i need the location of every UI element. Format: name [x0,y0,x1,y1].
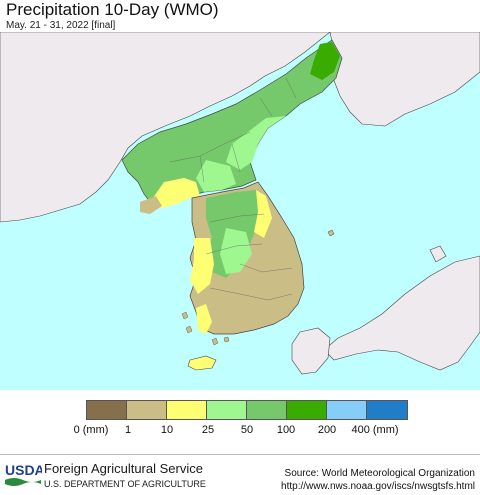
department-name: U.S. DEPARTMENT OF AGRICULTURE [44,479,206,489]
legend-label: 50 [240,424,254,436]
south-korea-southwest-yellow [196,304,212,334]
china-landmass [0,32,331,223]
legend-label: 0 (mm) [73,424,109,436]
legend-color-bar [86,400,408,420]
legend-swatch [327,401,367,419]
legend-swatch [87,401,127,419]
source-credit: Source: World Meteorological Organizatio… [284,468,475,479]
legend-label: 1 [124,424,132,436]
agency-name: Foreign Agricultural Service [44,461,203,476]
legend-label: 25 [201,424,215,436]
legend-label: 10 [160,424,174,436]
source-url: http://www.nws.noaa.gov/iscs/nwsgtsfs.ht… [281,481,475,492]
svg-text:USDA: USDA [5,462,42,478]
page-title: Precipitation 10-Day (WMO) [6,0,219,19]
legend-swatch [287,401,327,419]
north-korea-west-light [196,160,236,192]
legend-label: 100 [276,424,296,436]
north-korea-northeast-heavy [310,42,340,80]
ulleung-island [327,229,335,237]
footer-divider [0,454,480,455]
legend-swatch [367,401,407,419]
date-range-subtitle: May. 21 - 31, 2022 [final] [6,20,116,31]
southwest-islands [181,311,230,346]
jeju-island [187,355,217,371]
precipitation-map [0,32,480,390]
japan-kyushu [291,327,331,375]
south-korea-west-yellow [190,238,214,294]
japan-island-small [429,245,447,263]
north-korea-east-light [226,116,286,170]
japan-landmass [323,255,480,371]
legend-label: 400 (mm) [351,424,399,436]
north-korea-southwest-dry [150,178,200,208]
province-borders [169,77,297,301]
south-korea-north-light [220,228,252,274]
legend-label: 200 [317,424,337,436]
legend-labels: 0 (mm) 1 10 25 50 100 200 400 (mm) [0,424,480,438]
legend-swatch [127,401,167,419]
north-korea-southwest-tan [140,196,162,214]
legend-swatch [207,401,247,419]
legend-swatch [247,401,287,419]
legend-swatch [167,401,207,419]
usda-logo: USDA [5,462,42,486]
